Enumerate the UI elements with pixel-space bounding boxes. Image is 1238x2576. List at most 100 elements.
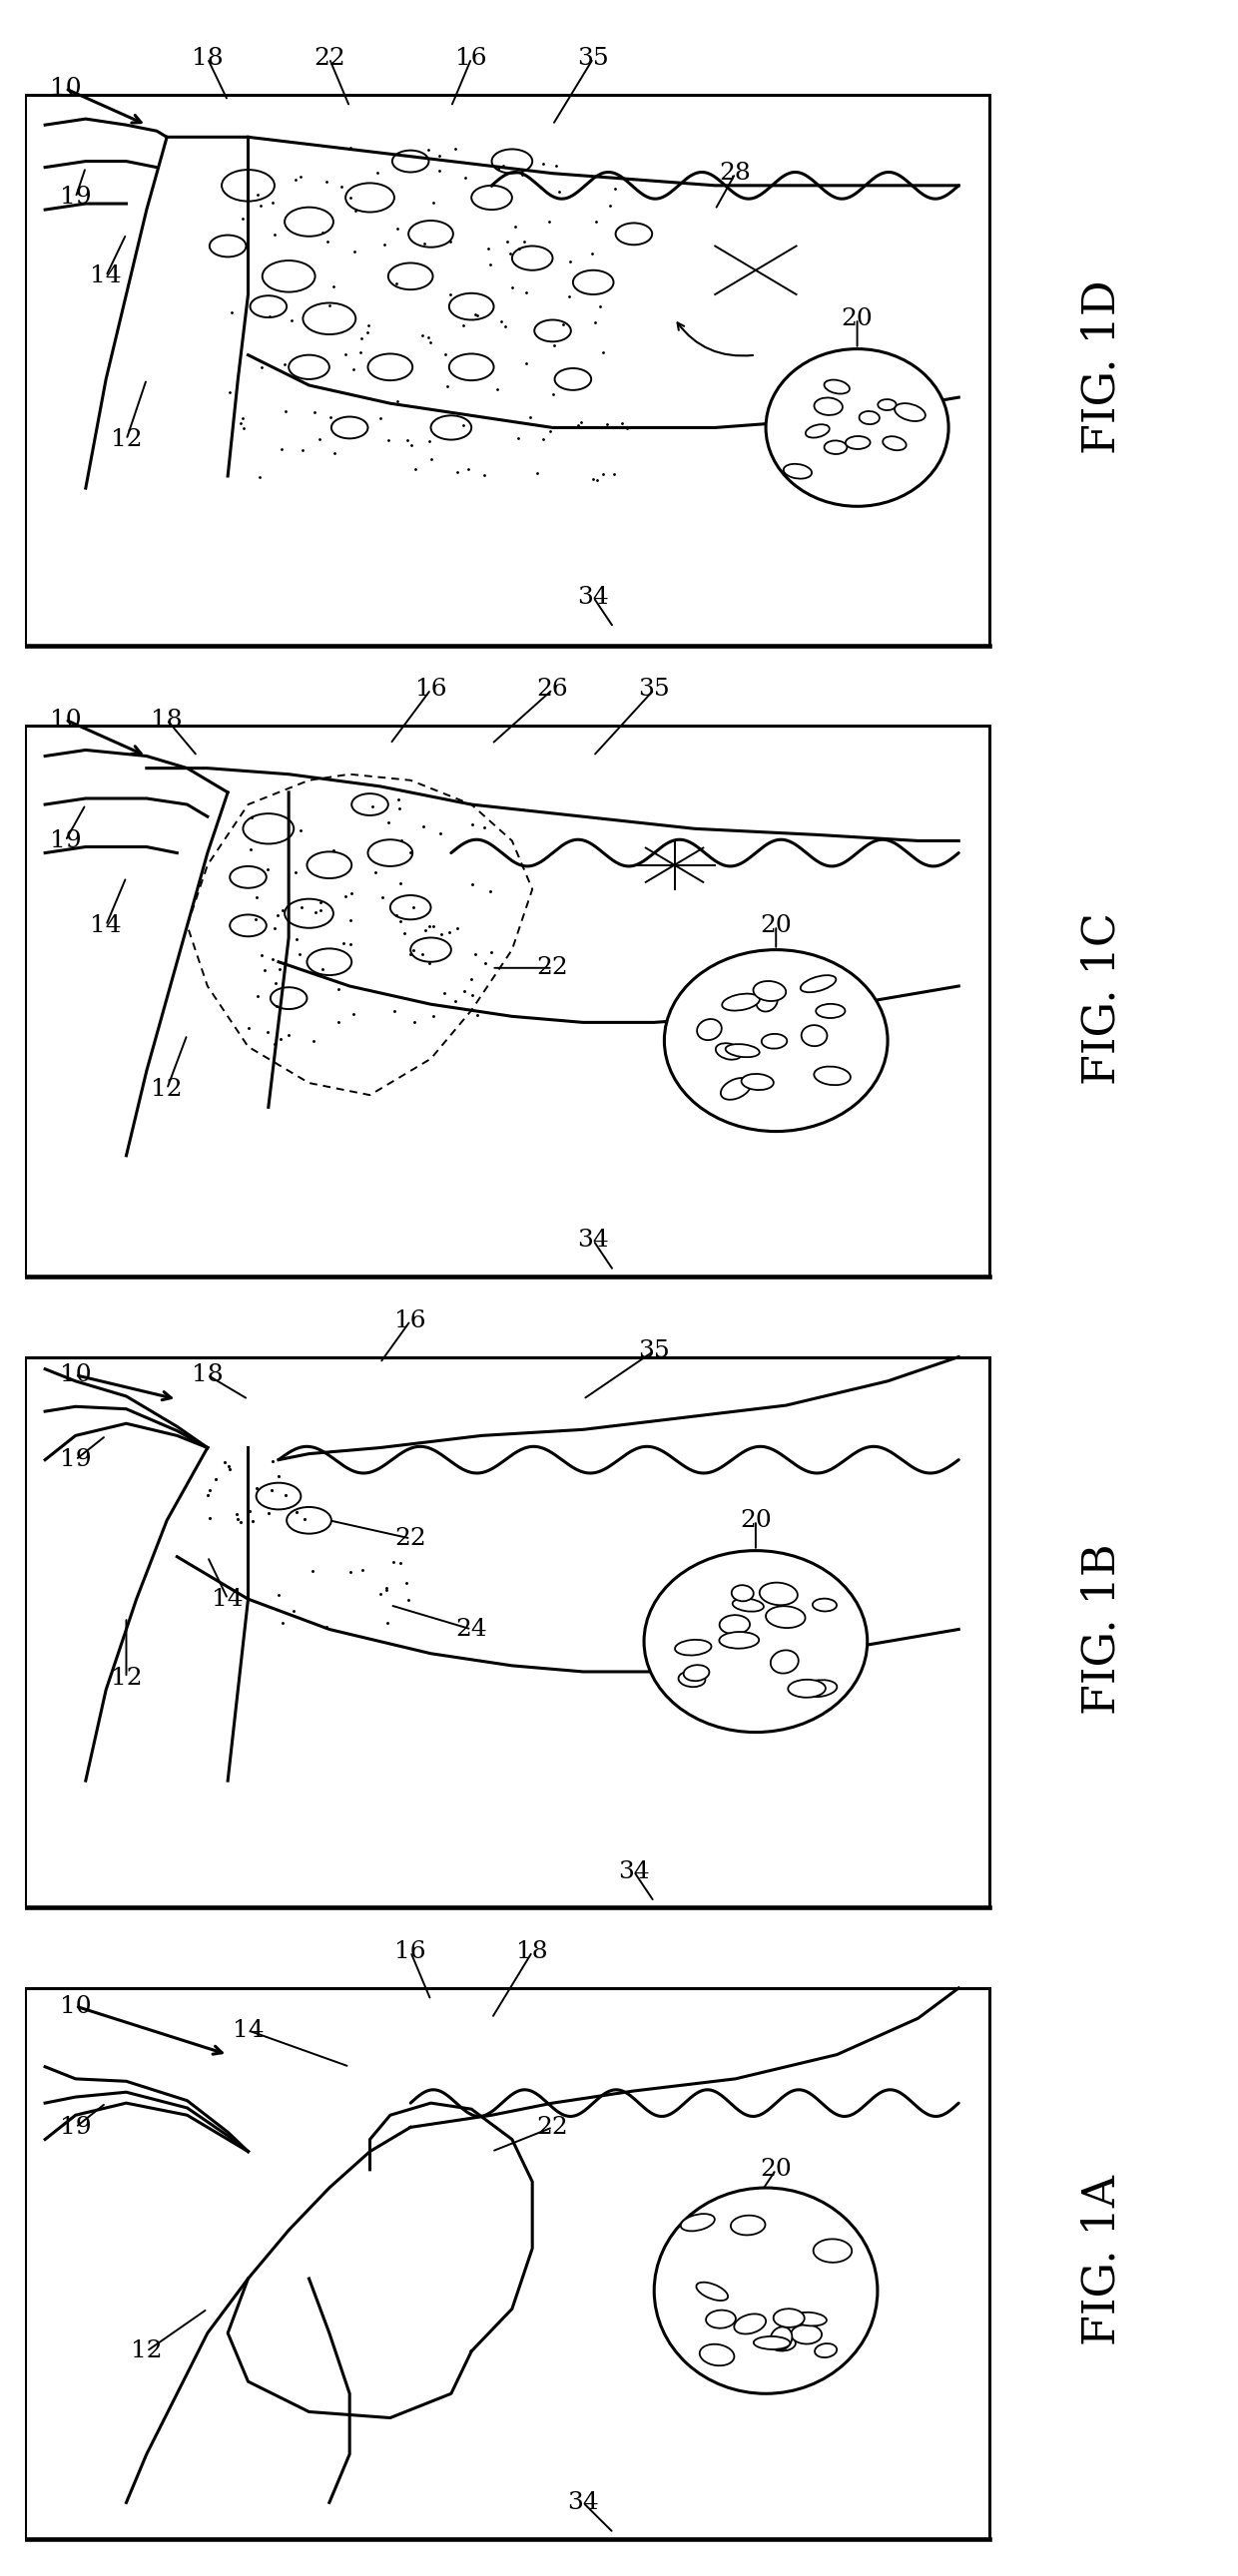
Text: 35: 35: [639, 1340, 670, 1363]
Text: 22: 22: [537, 956, 568, 979]
Ellipse shape: [784, 464, 812, 479]
Text: 35: 35: [577, 46, 609, 70]
Ellipse shape: [697, 1020, 722, 1041]
Text: FIG. 1B: FIG. 1B: [1081, 1543, 1123, 1716]
Ellipse shape: [644, 1551, 868, 1731]
Ellipse shape: [742, 1074, 774, 1090]
Text: 10: 10: [50, 708, 82, 732]
Text: 20: 20: [760, 914, 792, 938]
Ellipse shape: [770, 2326, 792, 2349]
Ellipse shape: [654, 2187, 878, 2393]
Ellipse shape: [815, 397, 843, 415]
Text: 10: 10: [59, 1994, 92, 2017]
Text: 19: 19: [59, 2115, 92, 2138]
Ellipse shape: [859, 412, 879, 425]
Ellipse shape: [825, 379, 849, 394]
Ellipse shape: [761, 1033, 787, 1048]
Text: 22: 22: [313, 46, 345, 70]
Text: FIG. 1A: FIG. 1A: [1081, 2174, 1123, 2347]
Text: 20: 20: [842, 307, 873, 330]
Ellipse shape: [789, 1680, 826, 1698]
Text: 18: 18: [151, 708, 183, 732]
Ellipse shape: [716, 1043, 742, 1059]
Text: 14: 14: [233, 2020, 264, 2043]
Ellipse shape: [878, 399, 896, 410]
Ellipse shape: [846, 435, 870, 448]
Ellipse shape: [721, 1077, 751, 1100]
Ellipse shape: [774, 2308, 805, 2326]
Text: 16: 16: [395, 1940, 426, 1963]
Text: 26: 26: [537, 677, 568, 701]
Text: 12: 12: [110, 428, 142, 451]
Text: 18: 18: [192, 1363, 223, 1386]
Ellipse shape: [801, 976, 836, 992]
Ellipse shape: [770, 1651, 799, 1674]
Ellipse shape: [734, 2313, 766, 2334]
Text: 14: 14: [212, 1587, 244, 1610]
Text: 18: 18: [192, 46, 223, 70]
Text: 35: 35: [639, 677, 670, 701]
Ellipse shape: [706, 2311, 735, 2329]
Text: 19: 19: [50, 829, 82, 853]
Text: 34: 34: [618, 1860, 650, 1883]
Text: 34: 34: [577, 585, 609, 608]
Ellipse shape: [883, 435, 906, 451]
Text: 12: 12: [110, 1667, 142, 1690]
Ellipse shape: [730, 2215, 765, 2236]
Ellipse shape: [725, 1043, 759, 1056]
Ellipse shape: [681, 2213, 714, 2231]
Text: 10: 10: [59, 1363, 92, 1386]
Ellipse shape: [719, 1631, 759, 1649]
Ellipse shape: [825, 440, 847, 453]
Ellipse shape: [768, 2336, 796, 2352]
Ellipse shape: [792, 2313, 827, 2326]
Text: 18: 18: [516, 1940, 548, 1963]
Ellipse shape: [766, 1605, 805, 1628]
Text: 20: 20: [760, 2159, 792, 2182]
Ellipse shape: [801, 1025, 827, 1046]
Ellipse shape: [816, 1005, 846, 1018]
Text: 16: 16: [395, 1309, 426, 1332]
Ellipse shape: [722, 994, 760, 1010]
Text: 14: 14: [90, 265, 121, 289]
Ellipse shape: [812, 1600, 837, 1613]
Ellipse shape: [753, 981, 786, 1002]
Text: FIG. 1C: FIG. 1C: [1081, 912, 1123, 1084]
Text: 12: 12: [151, 1077, 183, 1100]
Text: 10: 10: [50, 77, 82, 100]
Ellipse shape: [732, 1584, 754, 1602]
Text: 22: 22: [395, 1528, 426, 1551]
Ellipse shape: [815, 2344, 837, 2357]
Ellipse shape: [675, 1641, 712, 1656]
Text: 19: 19: [59, 1448, 92, 1471]
Text: 14: 14: [90, 914, 121, 938]
Text: 20: 20: [740, 1510, 771, 1533]
Ellipse shape: [683, 1664, 709, 1682]
Ellipse shape: [801, 1680, 837, 1698]
Ellipse shape: [895, 404, 925, 422]
Text: 28: 28: [719, 162, 751, 185]
Ellipse shape: [696, 2282, 728, 2300]
Text: 22: 22: [537, 2115, 568, 2138]
Text: 34: 34: [567, 2491, 599, 2514]
Ellipse shape: [733, 1600, 764, 1613]
Ellipse shape: [665, 951, 888, 1131]
Ellipse shape: [791, 2324, 822, 2344]
Text: 24: 24: [456, 1618, 488, 1641]
Text: 19: 19: [59, 185, 92, 209]
Ellipse shape: [719, 1615, 750, 1633]
Text: 16: 16: [415, 677, 447, 701]
Ellipse shape: [759, 1582, 797, 1605]
Ellipse shape: [813, 2239, 852, 2262]
Ellipse shape: [754, 2336, 790, 2349]
Text: 12: 12: [131, 2339, 162, 2362]
Ellipse shape: [756, 989, 777, 1012]
Ellipse shape: [678, 1672, 706, 1687]
Ellipse shape: [806, 425, 829, 438]
Ellipse shape: [766, 348, 948, 507]
Text: FIG. 1D: FIG. 1D: [1081, 281, 1123, 453]
Ellipse shape: [699, 2344, 734, 2365]
Text: 34: 34: [577, 1229, 609, 1252]
Ellipse shape: [815, 1066, 851, 1084]
Text: 16: 16: [456, 46, 488, 70]
